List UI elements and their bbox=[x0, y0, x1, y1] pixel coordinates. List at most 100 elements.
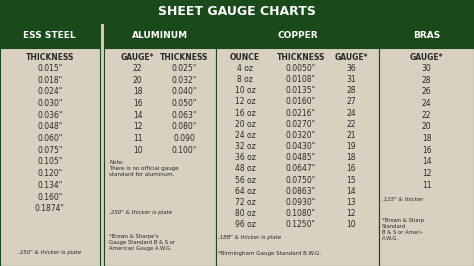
Text: 11: 11 bbox=[422, 181, 431, 190]
Text: .250" & thicker is plate: .250" & thicker is plate bbox=[18, 250, 82, 255]
Text: 80 oz: 80 oz bbox=[235, 209, 255, 218]
Text: 0.075": 0.075" bbox=[37, 146, 63, 155]
Text: 0.0135": 0.0135" bbox=[286, 86, 316, 95]
Text: THICKNESS: THICKNESS bbox=[160, 53, 209, 62]
Text: 24 oz: 24 oz bbox=[235, 131, 255, 140]
Text: 28: 28 bbox=[346, 86, 356, 95]
Text: 14: 14 bbox=[422, 157, 431, 167]
Text: 18: 18 bbox=[346, 153, 356, 162]
Text: 21: 21 bbox=[346, 131, 356, 140]
FancyBboxPatch shape bbox=[216, 24, 379, 48]
Text: 0.025": 0.025" bbox=[172, 64, 197, 73]
Text: 0.1080": 0.1080" bbox=[286, 209, 316, 218]
Text: 0.1874": 0.1874" bbox=[35, 204, 65, 213]
Text: 36: 36 bbox=[346, 64, 356, 73]
Text: 16: 16 bbox=[346, 164, 356, 173]
Text: 22: 22 bbox=[422, 111, 431, 120]
Text: 0.100": 0.100" bbox=[172, 146, 197, 155]
Text: 0.060": 0.060" bbox=[37, 134, 63, 143]
Text: 0.040": 0.040" bbox=[172, 87, 197, 96]
Text: 12: 12 bbox=[133, 122, 143, 131]
Text: .250" & thicker is plate: .250" & thicker is plate bbox=[109, 210, 172, 215]
Text: 30: 30 bbox=[422, 64, 431, 73]
Text: 0.0050": 0.0050" bbox=[285, 64, 316, 73]
FancyBboxPatch shape bbox=[0, 24, 100, 48]
Text: GAUGE*: GAUGE* bbox=[410, 53, 443, 62]
Text: 31: 31 bbox=[346, 75, 356, 84]
Text: 0.036": 0.036" bbox=[37, 111, 63, 120]
Text: 0.024": 0.024" bbox=[37, 87, 63, 96]
Text: 32 oz: 32 oz bbox=[235, 142, 255, 151]
Text: 10: 10 bbox=[346, 220, 356, 229]
Text: ESS STEEL: ESS STEEL bbox=[23, 31, 76, 40]
Text: 14: 14 bbox=[133, 111, 143, 120]
Text: 18: 18 bbox=[133, 87, 143, 96]
FancyBboxPatch shape bbox=[379, 48, 474, 266]
Text: 0.134": 0.134" bbox=[37, 181, 63, 190]
Text: 0.120": 0.120" bbox=[37, 169, 63, 178]
Text: 10: 10 bbox=[133, 146, 143, 155]
Text: 12: 12 bbox=[422, 169, 431, 178]
Text: 0.0750": 0.0750" bbox=[285, 176, 316, 185]
Text: 48 oz: 48 oz bbox=[235, 164, 255, 173]
Text: 0.090: 0.090 bbox=[173, 134, 195, 143]
Text: GAUGE*: GAUGE* bbox=[335, 53, 368, 62]
Text: 12 oz: 12 oz bbox=[235, 97, 255, 106]
Text: SHEET GAUGE CHARTS: SHEET GAUGE CHARTS bbox=[158, 6, 316, 18]
Text: 0.105": 0.105" bbox=[37, 157, 63, 167]
FancyBboxPatch shape bbox=[0, 0, 474, 24]
Text: Note:
There is no official gauge
standard for aluminum.: Note: There is no official gauge standar… bbox=[109, 160, 179, 177]
Text: 36 oz: 36 oz bbox=[235, 153, 255, 162]
Text: *Birmingham Gauge Standard B.W.G.: *Birmingham Gauge Standard B.W.G. bbox=[218, 251, 321, 256]
Text: *Brown & Sharpe's
Gauge Standard B & S or
American Gauge A.W.G.: *Brown & Sharpe's Gauge Standard B & S o… bbox=[109, 234, 175, 251]
Text: 0.0485": 0.0485" bbox=[286, 153, 316, 162]
Text: 20: 20 bbox=[422, 122, 431, 131]
Text: 28: 28 bbox=[422, 76, 431, 85]
Text: 24: 24 bbox=[346, 109, 356, 118]
Text: BRAS: BRAS bbox=[413, 31, 440, 40]
Text: 96 oz: 96 oz bbox=[235, 220, 255, 229]
Text: .188" & thicker is plate: .188" & thicker is plate bbox=[218, 235, 281, 240]
Text: 0.0108": 0.0108" bbox=[286, 75, 316, 84]
Text: 0.0160": 0.0160" bbox=[286, 97, 316, 106]
FancyBboxPatch shape bbox=[216, 48, 379, 266]
Text: 16: 16 bbox=[133, 99, 143, 108]
FancyBboxPatch shape bbox=[379, 24, 474, 48]
Text: 0.048": 0.048" bbox=[37, 122, 63, 131]
Text: 72 oz: 72 oz bbox=[235, 198, 255, 207]
FancyBboxPatch shape bbox=[104, 48, 216, 266]
Text: 0.1250": 0.1250" bbox=[286, 220, 316, 229]
Text: 0.0863": 0.0863" bbox=[286, 187, 316, 196]
Text: 11: 11 bbox=[133, 134, 143, 143]
Text: THICKNESS: THICKNESS bbox=[26, 53, 74, 62]
Text: 0.063": 0.063" bbox=[172, 111, 197, 120]
Text: 56 oz: 56 oz bbox=[235, 176, 255, 185]
Text: 0.0270": 0.0270" bbox=[286, 120, 316, 129]
Text: 27: 27 bbox=[346, 97, 356, 106]
Text: 0.032": 0.032" bbox=[172, 76, 197, 85]
Text: 14: 14 bbox=[346, 187, 356, 196]
Text: 8 oz: 8 oz bbox=[237, 75, 253, 84]
Text: .125" & thicker: .125" & thicker bbox=[382, 197, 423, 202]
Text: COPPER: COPPER bbox=[277, 31, 318, 40]
Text: OUNCE: OUNCE bbox=[230, 53, 260, 62]
Text: THICKNESS: THICKNESS bbox=[276, 53, 325, 62]
Text: 0.0216": 0.0216" bbox=[286, 109, 316, 118]
Text: 0.080": 0.080" bbox=[172, 122, 197, 131]
Text: 0.0930": 0.0930" bbox=[285, 198, 316, 207]
FancyBboxPatch shape bbox=[0, 48, 100, 266]
Text: 12: 12 bbox=[346, 209, 356, 218]
Text: 13: 13 bbox=[346, 198, 356, 207]
Text: 0.0647": 0.0647" bbox=[285, 164, 316, 173]
Text: ALUMINUM: ALUMINUM bbox=[132, 31, 188, 40]
Text: 64 oz: 64 oz bbox=[235, 187, 255, 196]
Text: 0.018": 0.018" bbox=[37, 76, 63, 85]
Text: 18: 18 bbox=[422, 134, 431, 143]
Text: 15: 15 bbox=[346, 176, 356, 185]
Text: 0.015": 0.015" bbox=[37, 64, 63, 73]
Text: 0.0430": 0.0430" bbox=[285, 142, 316, 151]
Text: 24: 24 bbox=[422, 99, 431, 108]
Text: 0.0320": 0.0320" bbox=[286, 131, 316, 140]
Text: GAUGE*: GAUGE* bbox=[121, 53, 155, 62]
Text: 22: 22 bbox=[133, 64, 143, 73]
